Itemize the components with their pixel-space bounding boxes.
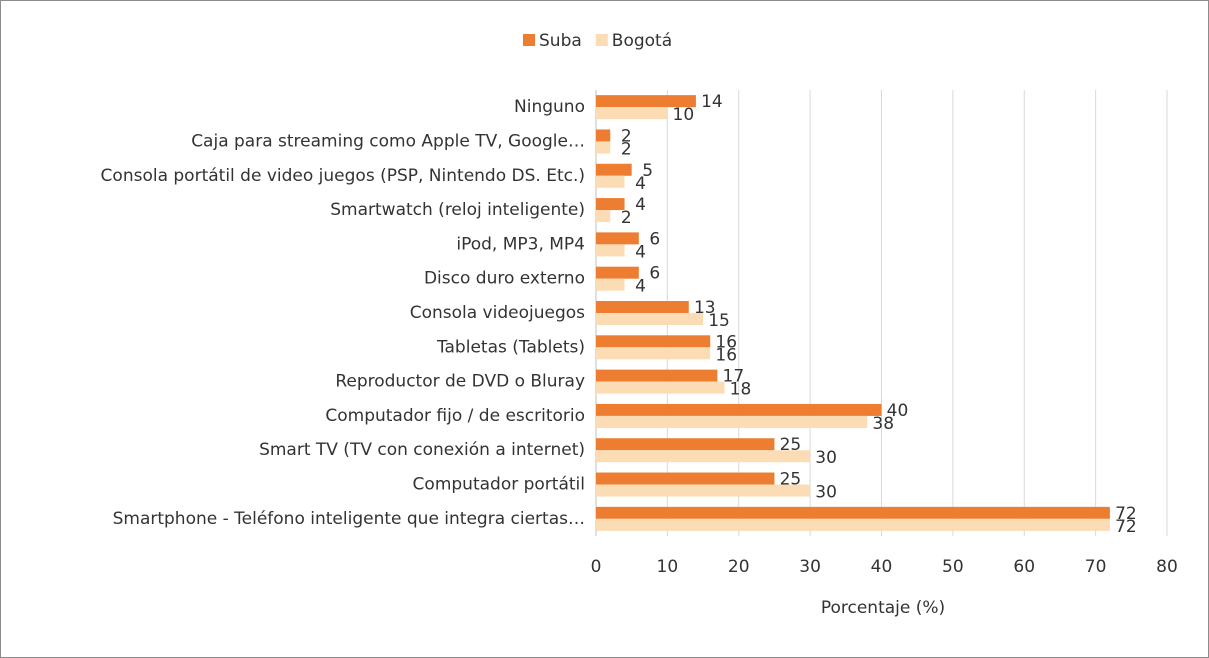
bar	[596, 163, 632, 176]
bar	[596, 232, 639, 245]
x-tick-label: 30	[799, 557, 821, 577]
data-label: 14	[701, 92, 723, 112]
data-label: 30	[815, 448, 837, 468]
data-label: 16	[715, 345, 737, 365]
x-tick-label: 40	[871, 557, 893, 577]
bar	[596, 484, 811, 497]
data-label: 2	[621, 208, 632, 228]
data-label: 2	[621, 139, 632, 159]
y-tick-label: Ninguno	[514, 97, 585, 117]
bar	[596, 403, 882, 416]
y-tick-label: Caja para streaming como Apple TV, Googl…	[191, 131, 585, 151]
y-tick-label: Consola portátil de video juegos (PSP, N…	[101, 166, 585, 186]
y-tick-label: iPod, MP3, MP4	[456, 234, 585, 254]
data-label: 2	[621, 126, 632, 146]
data-label: 30	[815, 483, 837, 503]
x-tick-label: 0	[591, 557, 602, 577]
bar	[596, 438, 775, 451]
y-tick-label: Computador fijo / de escritorio	[325, 406, 585, 426]
bar	[596, 415, 868, 428]
x-axis-title: Porcentaje (%)	[821, 598, 945, 618]
bar	[596, 301, 689, 313]
y-tick-label: Smartphone - Teléfono inteligente que in…	[113, 509, 585, 529]
data-label: 15	[708, 311, 730, 331]
bar	[596, 472, 775, 485]
data-label: 40	[887, 401, 909, 421]
legend-swatch	[523, 34, 535, 46]
data-label: 10	[673, 105, 695, 125]
x-tick-label: 50	[942, 557, 964, 577]
data-label: 72	[1115, 517, 1137, 537]
y-tick-label: Consola videojuegos	[410, 303, 585, 323]
x-tick-label: 20	[728, 557, 750, 577]
x-tick-label: 10	[657, 557, 679, 577]
x-tick-label: 70	[1085, 557, 1107, 577]
x-tick-label: 80	[1156, 557, 1178, 577]
legend-swatch	[595, 34, 608, 46]
y-tick-label: Tabletas (Tablets)	[436, 337, 585, 357]
bar	[596, 518, 1110, 531]
data-label: 38	[872, 414, 894, 434]
bar	[596, 335, 711, 348]
bar	[596, 141, 611, 154]
data-label: 17	[723, 367, 745, 387]
bar	[596, 369, 718, 382]
bar	[596, 95, 696, 108]
bar	[596, 198, 625, 211]
data-label: 18	[730, 380, 752, 400]
data-label: 5	[642, 161, 653, 181]
y-tick-label: Disco duro externo	[424, 269, 585, 289]
bar	[596, 107, 668, 120]
data-label: 6	[649, 229, 660, 249]
data-label: 6	[649, 264, 660, 284]
bar	[596, 313, 704, 325]
bar	[596, 129, 611, 142]
data-label: 4	[635, 242, 646, 262]
data-label: 4	[635, 174, 646, 194]
bar	[596, 506, 1110, 519]
bar	[596, 210, 611, 223]
bar	[596, 381, 725, 394]
bar	[596, 244, 625, 257]
data-label: 4	[635, 195, 646, 215]
bar	[596, 278, 625, 291]
data-label: 4	[635, 277, 646, 297]
y-tick-label: Smartwatch (reloj inteligente)	[330, 200, 585, 220]
y-tick-label: Reproductor de DVD o Bluray	[335, 372, 585, 392]
legend-label: Suba	[539, 31, 582, 51]
data-label: 16	[715, 332, 737, 352]
x-tick-label: 60	[1013, 557, 1035, 577]
bar	[596, 175, 625, 188]
bar	[596, 266, 639, 279]
y-tick-label: Computador portátil	[413, 475, 585, 495]
bar	[596, 450, 811, 463]
y-tick-label: Smart TV (TV con conexión a internet)	[259, 440, 585, 460]
data-label: 72	[1115, 504, 1137, 524]
legend-label: Bogotá	[612, 31, 672, 51]
bar	[596, 347, 711, 360]
